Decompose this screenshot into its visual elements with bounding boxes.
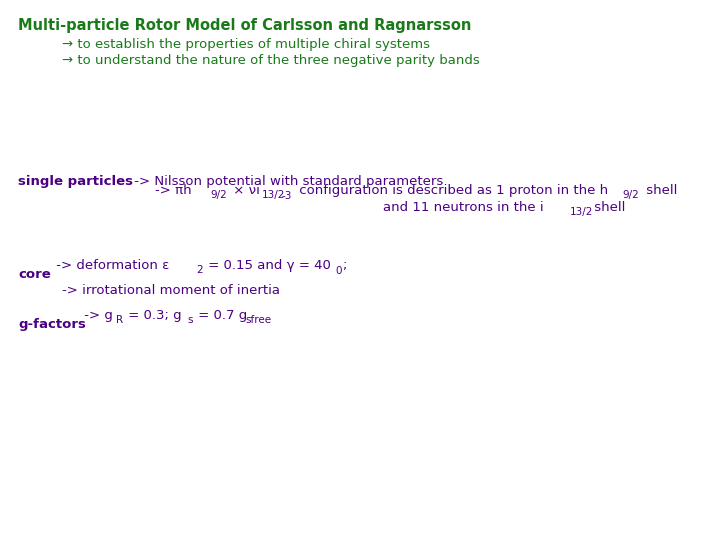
Text: 9/2: 9/2: [210, 190, 227, 200]
Text: = 0.15 and γ = 40: = 0.15 and γ = 40: [204, 259, 331, 272]
Text: -> Nilsson potential with standard parameters: -> Nilsson potential with standard param…: [130, 175, 444, 188]
Text: → to establish the properties of multiple chiral systems: → to establish the properties of multipl…: [62, 38, 430, 51]
Text: core: core: [18, 268, 50, 281]
Text: = 0.3; g: = 0.3; g: [124, 309, 181, 322]
Text: -> irrotational moment of inertia: -> irrotational moment of inertia: [62, 284, 280, 297]
Text: -> πh: -> πh: [155, 184, 192, 197]
Text: ;: ;: [342, 259, 346, 272]
Text: 2: 2: [196, 265, 202, 275]
Text: shell: shell: [590, 201, 626, 214]
Text: 0: 0: [335, 266, 341, 276]
Text: R: R: [116, 315, 123, 325]
Text: sfree: sfree: [245, 315, 271, 325]
Text: Multi-particle Rotor Model of Carlsson and Ragnarsson: Multi-particle Rotor Model of Carlsson a…: [18, 18, 472, 33]
Text: -> deformation ε: -> deformation ε: [52, 259, 169, 272]
Text: -> g: -> g: [80, 309, 113, 322]
Text: single particles: single particles: [18, 175, 133, 188]
Text: g-factors: g-factors: [18, 318, 86, 331]
Text: -3: -3: [282, 191, 292, 201]
Text: s: s: [187, 315, 192, 325]
Text: and 11 neutrons in the i: and 11 neutrons in the i: [383, 201, 544, 214]
Text: 9/2: 9/2: [622, 190, 639, 200]
Text: × νi: × νi: [229, 184, 260, 197]
Text: configuration is described as 1 proton in the h: configuration is described as 1 proton i…: [295, 184, 608, 197]
Text: shell: shell: [642, 184, 678, 197]
Text: 13/2: 13/2: [570, 207, 593, 217]
Text: 13/2: 13/2: [262, 190, 285, 200]
Text: = 0.7 g: = 0.7 g: [194, 309, 247, 322]
Text: → to understand the nature of the three negative parity bands: → to understand the nature of the three …: [62, 54, 480, 67]
